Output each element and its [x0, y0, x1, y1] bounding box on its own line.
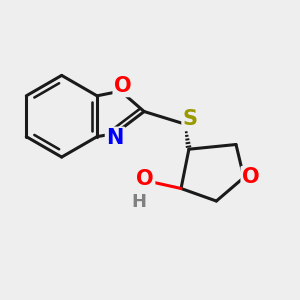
Text: S: S: [183, 109, 198, 129]
Text: N: N: [106, 128, 124, 148]
Text: O: O: [242, 167, 260, 188]
Text: H: H: [131, 193, 146, 211]
Text: O: O: [114, 76, 132, 96]
Text: O: O: [136, 169, 154, 189]
